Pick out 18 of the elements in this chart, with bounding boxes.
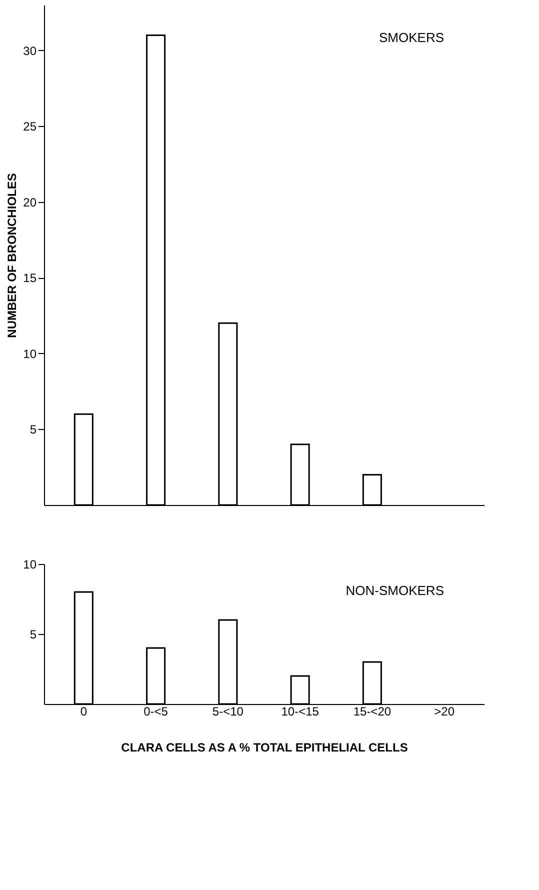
text: SMOKERS [378,30,444,45]
y-tick-label: 5 [30,422,37,437]
text: NON-SMOKERS [346,583,444,598]
y-tick-label: 10 [23,558,37,572]
y-tick-label: 15 [23,271,37,286]
y-tick-label: 25 [23,120,37,134]
x-tick-label: 0-<5 [144,704,168,718]
x-axis-title: CLARA CELLS AS A % TOTAL EPITHELIAL CELLS [121,740,408,754]
x-tick-label: 0 [80,704,88,718]
x-tick-label: 5-<10 [212,704,244,718]
x-tick-label: 10-<15 [281,704,320,718]
y-tick-label: 10 [23,346,37,361]
y-tick-label: 20 [23,195,37,210]
y-tick-label: 5 [30,628,37,642]
x-tick-label: 15-<20 [353,704,392,718]
y-tick-label: 30 [23,44,37,58]
x-tick-label: >20 [434,704,455,718]
y-axis-title: NUMBER OF BRONCHIOLES [5,173,20,338]
